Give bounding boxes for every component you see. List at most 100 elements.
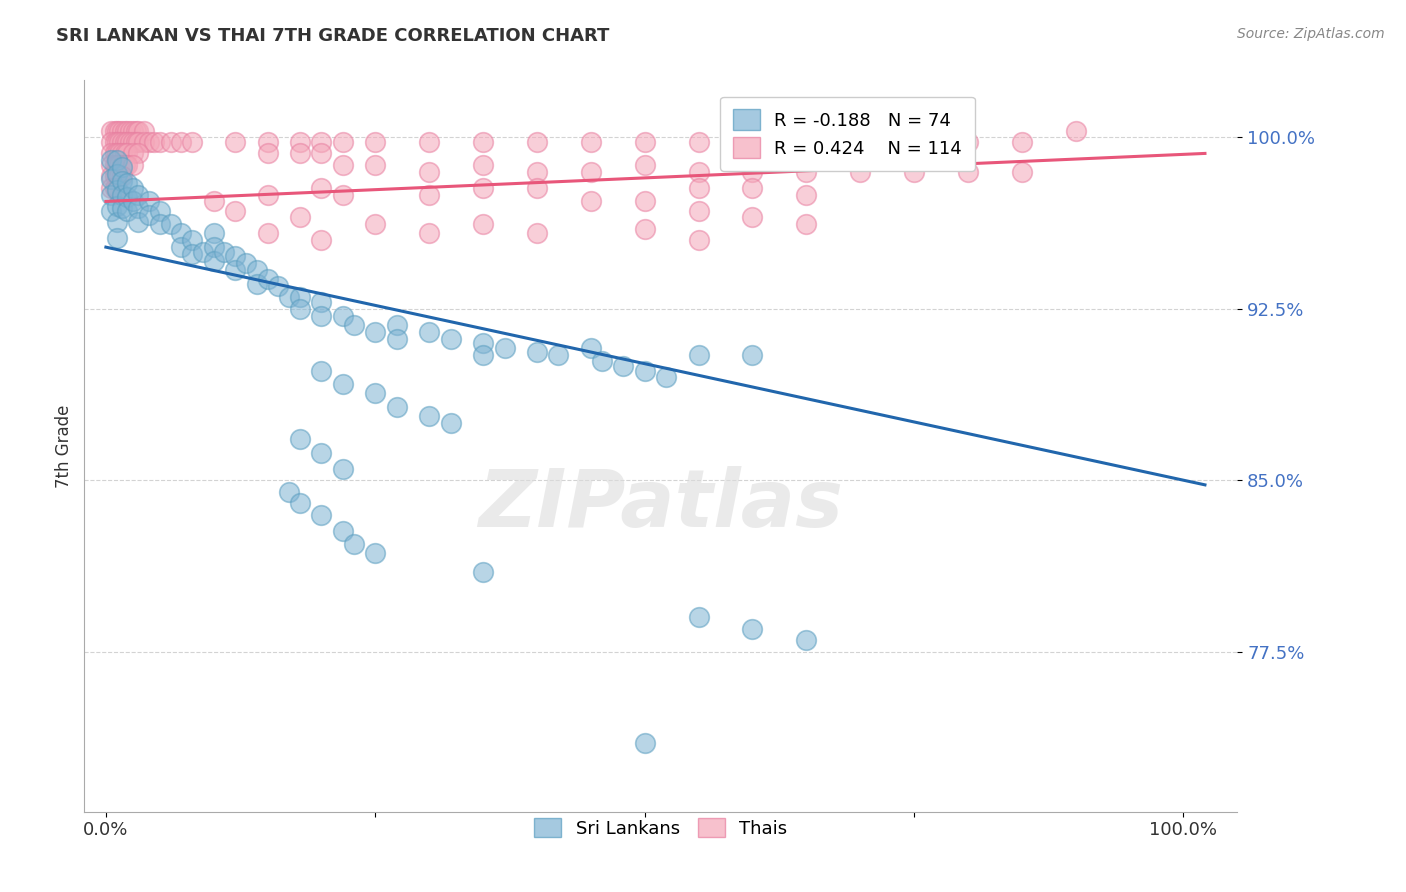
Point	[105, 135, 128, 149]
Point	[170, 240, 193, 254]
Point	[311, 446, 333, 460]
Text: Source: ZipAtlas.com: Source: ZipAtlas.com	[1237, 27, 1385, 41]
Point	[472, 565, 495, 579]
Point	[526, 135, 548, 149]
Point	[118, 123, 141, 137]
Point	[526, 180, 548, 194]
Point	[634, 363, 657, 377]
Y-axis label: 7th Grade: 7th Grade	[55, 404, 73, 488]
Point	[111, 158, 134, 172]
Point	[288, 211, 311, 225]
Point	[1064, 123, 1087, 137]
Point	[418, 227, 440, 241]
Point	[472, 347, 495, 361]
Point	[956, 135, 979, 149]
Point	[364, 386, 387, 401]
Point	[385, 318, 408, 332]
Point	[105, 215, 128, 229]
Point	[125, 135, 148, 149]
Point	[332, 524, 354, 538]
Point	[100, 153, 122, 168]
Point	[114, 158, 136, 172]
Point	[311, 146, 333, 161]
Point	[127, 123, 149, 137]
Point	[121, 135, 143, 149]
Point	[117, 176, 139, 190]
Point	[526, 164, 548, 178]
Point	[526, 227, 548, 241]
Point	[634, 194, 657, 209]
Point	[202, 253, 225, 268]
Point	[1011, 135, 1033, 149]
Point	[794, 164, 817, 178]
Point	[332, 158, 354, 172]
Point	[332, 309, 354, 323]
Point	[117, 190, 139, 204]
Point	[100, 146, 122, 161]
Point	[114, 135, 136, 149]
Point	[127, 187, 149, 202]
Point	[108, 169, 131, 184]
Point	[111, 160, 134, 174]
Point	[385, 400, 408, 414]
Point	[117, 158, 139, 172]
Text: SRI LANKAN VS THAI 7TH GRADE CORRELATION CHART: SRI LANKAN VS THAI 7TH GRADE CORRELATION…	[56, 27, 610, 45]
Point	[105, 231, 128, 245]
Point	[246, 263, 269, 277]
Point	[579, 341, 602, 355]
Point	[103, 158, 125, 172]
Point	[440, 416, 463, 430]
Point	[108, 123, 131, 137]
Point	[121, 194, 143, 209]
Point	[472, 135, 495, 149]
Point	[311, 180, 333, 194]
Point	[105, 158, 128, 172]
Point	[741, 211, 763, 225]
Point	[311, 135, 333, 149]
Point	[202, 227, 225, 241]
Point	[132, 123, 155, 137]
Point	[256, 272, 278, 286]
Point	[741, 164, 763, 178]
Point	[105, 199, 128, 213]
Point	[108, 146, 131, 161]
Point	[472, 158, 495, 172]
Point	[688, 233, 710, 247]
Point	[181, 247, 204, 261]
Point	[472, 180, 495, 194]
Point	[224, 203, 246, 218]
Point	[288, 432, 311, 446]
Point	[278, 290, 301, 304]
Point	[117, 146, 139, 161]
Point	[105, 183, 128, 197]
Point	[117, 135, 139, 149]
Point	[170, 135, 193, 149]
Point	[418, 135, 440, 149]
Point	[138, 194, 160, 209]
Point	[111, 201, 134, 215]
Point	[100, 135, 122, 149]
Point	[100, 180, 122, 194]
Point	[100, 187, 122, 202]
Point	[634, 158, 657, 172]
Point	[418, 164, 440, 178]
Point	[149, 217, 172, 231]
Point	[121, 158, 143, 172]
Point	[111, 174, 134, 188]
Point	[105, 167, 128, 181]
Point	[526, 345, 548, 359]
Point	[288, 496, 311, 510]
Point	[794, 135, 817, 149]
Point	[364, 158, 387, 172]
Point	[278, 484, 301, 499]
Point	[138, 208, 160, 222]
Point	[100, 158, 122, 172]
Point	[418, 325, 440, 339]
Point	[288, 301, 311, 316]
Point	[579, 164, 602, 178]
Point	[256, 146, 278, 161]
Point	[688, 203, 710, 218]
Point	[114, 146, 136, 161]
Point	[121, 146, 143, 161]
Point	[159, 217, 181, 231]
